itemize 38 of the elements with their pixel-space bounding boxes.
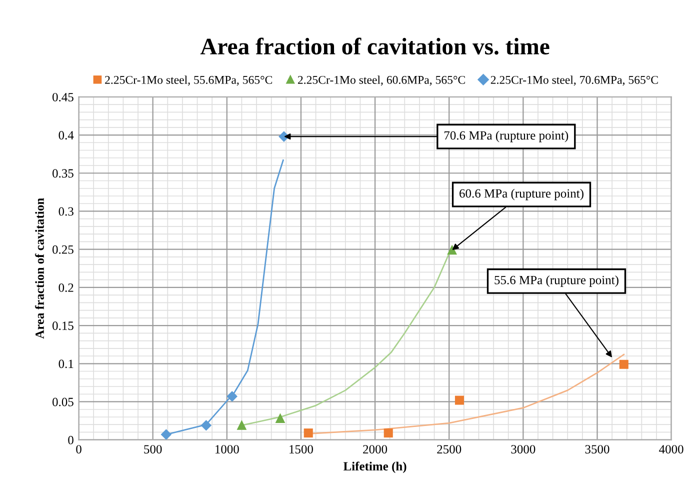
point <box>201 420 212 430</box>
chart-title: Area fraction of cavitation vs. time <box>200 38 550 55</box>
annotation: 60.6 MPa (rupture point) <box>460 188 584 200</box>
annotation: 55.6 MPa (rupture point) <box>494 275 618 287</box>
point <box>276 414 285 424</box>
point <box>226 391 238 402</box>
y-tick-label: 0.45 <box>52 92 74 102</box>
y-axis-title: Area fraction of cavitation <box>35 198 44 339</box>
point <box>304 428 313 438</box>
y-tick-label: 0.4 <box>58 131 74 140</box>
point <box>384 428 393 438</box>
x-tick-label: 3500 <box>585 445 610 454</box>
point <box>161 429 172 440</box>
y-tick-label: 0.25 <box>52 245 74 254</box>
y-tick-label: 0.2 <box>58 283 74 292</box>
y-tick-label: 0.3 <box>58 207 74 216</box>
x-tick-label: 4000 <box>659 445 684 454</box>
y-tick-label: 0.15 <box>52 322 74 330</box>
y-tick-label: 0.1 <box>58 360 74 368</box>
x-tick-label: 0 <box>76 445 82 454</box>
point <box>237 420 246 430</box>
legend-label: 2.25Cr-1Mo steel, 60.6MPa, 565°C <box>298 76 465 86</box>
x-tick-label: 2500 <box>437 445 462 454</box>
x-tick-label: 1500 <box>290 445 313 454</box>
y-tick-label: 0.35 <box>52 169 74 178</box>
point <box>448 246 457 255</box>
x-tick-label: 500 <box>144 445 162 454</box>
point <box>454 396 464 405</box>
x-tick-label: 2000 <box>363 445 388 454</box>
annotation: 70.6 MPa (rupture point) <box>444 130 568 142</box>
x-tick-label: 3000 <box>511 445 536 454</box>
point <box>619 360 628 369</box>
x-tick-label: 1000 <box>216 445 239 454</box>
y-tick-label: 0 <box>68 436 74 444</box>
x-axis-title: Lifetime (h) <box>343 462 406 474</box>
legend-label: 2.25Cr-1Mo steel, 70.6MPa, 565°C <box>490 76 658 86</box>
y-tick-label: 0.05 <box>52 398 74 406</box>
legend-label: 2.25Cr-1Mo steel, 55.6MPa, 565°C <box>105 76 272 86</box>
